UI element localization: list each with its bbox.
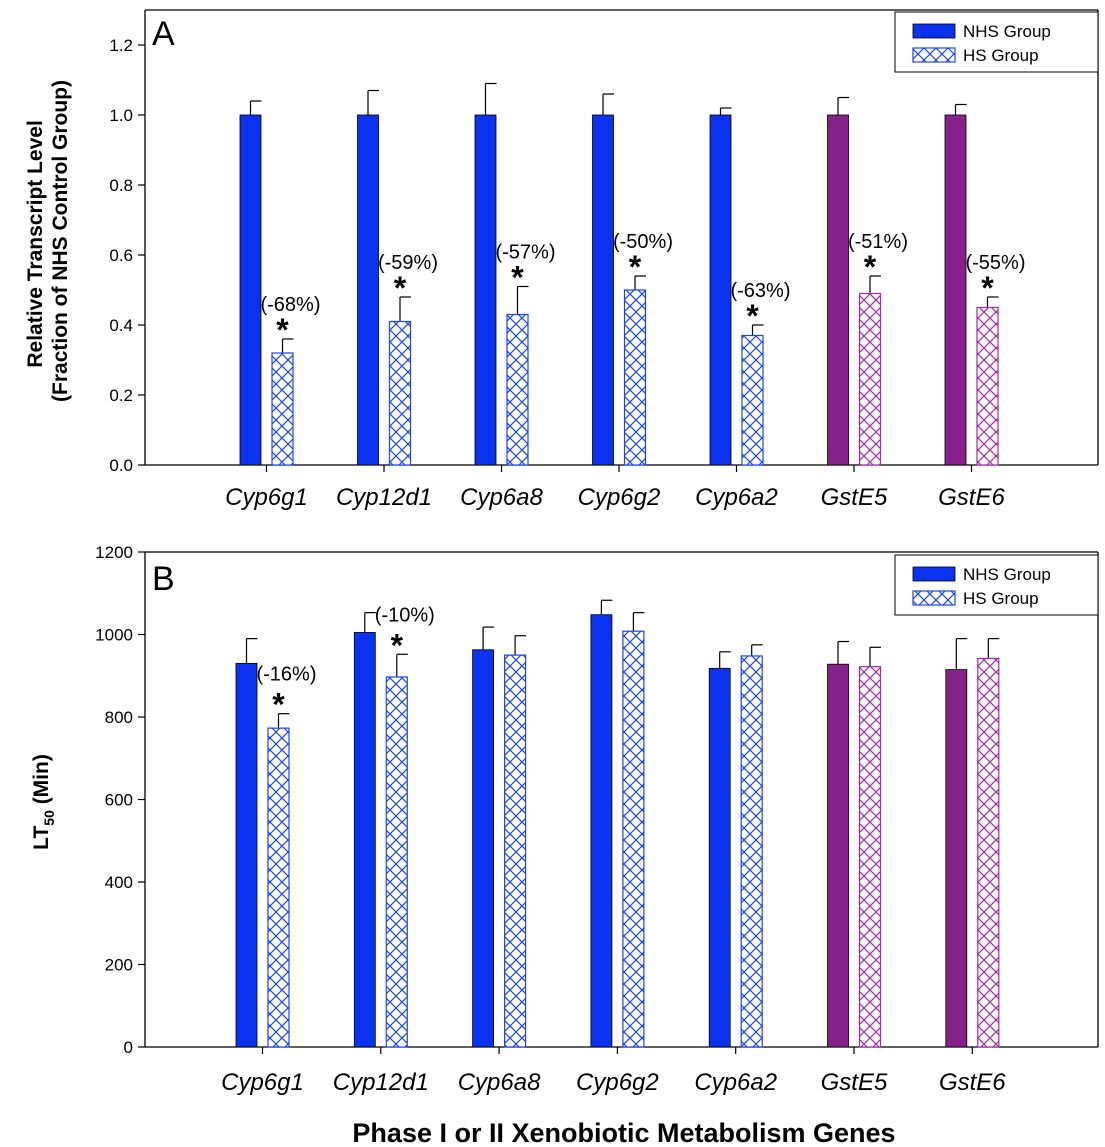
panel-b-axes: 0 200 400 600 800 1000 1200 Cyp6g1 Cyp12d1 Cyp6a8… — [95, 543, 1099, 1096]
panel-a-bars: *(-68%) *(-59%) *(-57%) *(-50%)*(-63%)*(-51… — [239, 82, 1026, 466]
significance-star: * — [864, 249, 877, 285]
bar-nhs-Cyp6g2 — [590, 614, 613, 1048]
y-tick-label: 1000 — [95, 626, 133, 645]
y-tick-label: 0 — [124, 1038, 133, 1057]
bar-hs-Cyp6a8 — [504, 654, 527, 1048]
y-tick-label: 400 — [105, 873, 133, 892]
y-tick-label: 200 — [105, 956, 133, 975]
bar-nhs-Cyp6a2 — [708, 667, 731, 1048]
bar-nhs-Cyp12d1 — [357, 114, 379, 466]
y-tick-label: 1.0 — [109, 106, 133, 125]
panel-b-y-axis-label: LT50 (Min) — [30, 754, 57, 850]
bar-hs-Cyp12d1 — [388, 320, 412, 466]
bar-hs-GstE5 — [858, 292, 882, 466]
percent-change-label: (-55%) — [965, 252, 1025, 274]
bar-nhs-Cyp6g2 — [592, 114, 614, 466]
x-tick-label: Cyp6g2 — [578, 484, 661, 511]
bar-hs-GstE5 — [858, 666, 882, 1048]
bar-hs-Cyp6g1 — [267, 727, 290, 1048]
y-tick-label: 1.2 — [109, 36, 133, 55]
x-tick-label: Cyp6g1 — [225, 484, 308, 511]
bar-hs-Cyp6g2 — [622, 630, 645, 1048]
legend-swatch-hs — [912, 590, 956, 606]
bar-hs-GstE6 — [976, 306, 999, 466]
bar-nhs-GstE5 — [827, 663, 849, 1048]
panel-b-bars: *(-16%)*(-10%) — [235, 599, 1000, 1048]
percent-change-label: (-16%) — [256, 664, 316, 686]
y-tick-label: 800 — [105, 708, 133, 727]
significance-star: * — [276, 312, 289, 348]
significance-star: * — [511, 260, 524, 296]
bar-hs-Cyp6a2 — [740, 655, 763, 1048]
bar-hs-GstE6 — [977, 657, 1000, 1048]
y-tick-label: 0.6 — [109, 246, 133, 265]
panel-a-legend: NHS Group HS Group — [894, 11, 1099, 73]
bar-nhs-Cyp6a8 — [472, 649, 495, 1048]
bar-nhs-Cyp6g1 — [235, 662, 258, 1048]
bar-hs-Cyp12d1 — [385, 676, 408, 1048]
percent-change-label: (-10%) — [375, 604, 435, 626]
bar-nhs-Cyp6a8 — [474, 114, 497, 466]
bar-hs-Cyp6a8 — [506, 313, 529, 466]
significance-star: * — [272, 687, 285, 723]
significance-star: * — [391, 627, 404, 663]
bar-nhs-Cyp6g1 — [239, 114, 262, 466]
panel-letter-b: B — [152, 560, 175, 598]
x-tick-label: Cyp6a2 — [694, 1069, 777, 1096]
y-tick-label: 0.2 — [109, 386, 133, 405]
y-tick-label: 0.4 — [109, 316, 133, 335]
percent-change-label: (-63%) — [730, 280, 790, 302]
x-tick-label: Cyp12d1 — [336, 484, 432, 511]
bar-nhs-Cyp6a2 — [709, 114, 732, 466]
x-tick-label: GstE6 — [938, 484, 1005, 511]
bar-nhs-GstE5 — [827, 114, 849, 466]
bar-nhs-Cyp12d1 — [353, 632, 376, 1048]
panel-b: B 0 200 400 600 800 1000 1200 Cyp6g1 Cyp12d1 Cyp6… — [30, 543, 1099, 1147]
panel-b-x-axis-label: Phase I or II Xenobiotic Metabolism Gene… — [352, 1118, 895, 1147]
panel-b-legend: NHS Group HS Group — [894, 554, 1099, 616]
bar-nhs-GstE6 — [945, 669, 968, 1048]
panel-a: A 0.0 0.2 0.4 0.6 0.8 1.0 1.2 Cyp6g1 Cyp12d1 Cyp6… — [24, 9, 1099, 511]
bar-nhs-GstE6 — [944, 114, 967, 466]
x-tick-label: Cyp6a2 — [695, 484, 778, 511]
legend-swatch-nhs — [912, 23, 956, 39]
x-tick-label: Cyp12d1 — [333, 1069, 429, 1096]
significance-star: * — [746, 298, 759, 334]
y-tick-label: 0.0 — [109, 456, 133, 475]
x-tick-label: Cyp6g1 — [221, 1069, 304, 1096]
y-tick-label: 0.8 — [109, 176, 133, 195]
x-tick-label: Cyp6a8 — [460, 484, 543, 511]
percent-change-label: (-57%) — [495, 242, 555, 264]
x-tick-label: GstE5 — [821, 484, 888, 511]
panel-a-y-axis-label: Relative Transcript Level (Fraction of N… — [24, 80, 72, 402]
legend-swatch-hs — [912, 47, 956, 63]
y-tick-label: 600 — [105, 791, 133, 810]
panel-letter-a: A — [152, 15, 175, 53]
x-tick-label: GstE5 — [821, 1069, 888, 1096]
significance-star: * — [981, 270, 994, 306]
legend-label-nhs: NHS Group — [963, 565, 1051, 584]
x-tick-label: Cyp6g2 — [576, 1069, 659, 1096]
percent-change-label: (-68%) — [260, 294, 320, 316]
legend-label-hs: HS Group — [963, 46, 1039, 65]
y-tick-label: 1200 — [95, 543, 133, 562]
percent-change-label: (-51%) — [848, 231, 908, 253]
legend-label-nhs: NHS Group — [963, 22, 1051, 41]
bar-hs-Cyp6g2 — [623, 289, 647, 466]
legend-swatch-nhs — [912, 566, 956, 582]
x-tick-label: Cyp6a8 — [458, 1069, 541, 1096]
bar-hs-Cyp6a2 — [741, 334, 764, 466]
x-tick-label: GstE6 — [939, 1069, 1006, 1096]
panel-a-axes: 0.0 0.2 0.4 0.6 0.8 1.0 1.2 Cyp6g1 Cyp12d1 Cyp6a8… — [109, 9, 1099, 511]
significance-star: * — [629, 249, 642, 285]
bar-hs-Cyp6g1 — [271, 352, 294, 466]
percent-change-label: (-50%) — [613, 231, 673, 253]
percent-change-label: (-59%) — [378, 252, 438, 274]
legend-label-hs: HS Group — [963, 589, 1039, 608]
significance-star: * — [394, 270, 407, 306]
